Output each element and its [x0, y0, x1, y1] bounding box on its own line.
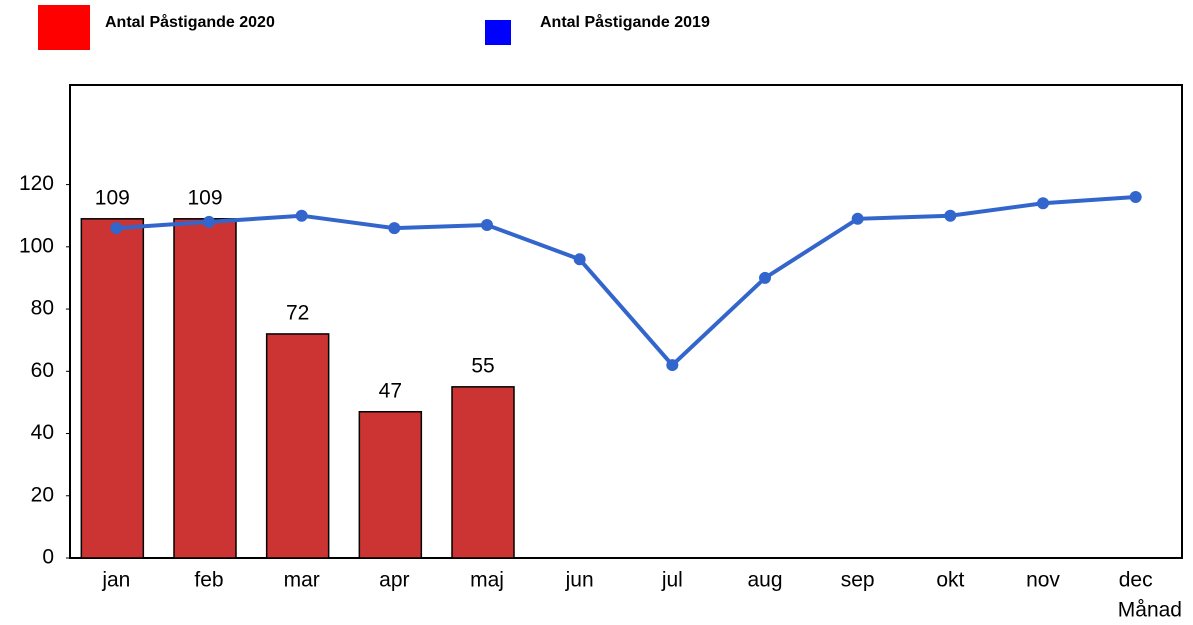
y-tick-label: 100 — [19, 234, 54, 257]
bar — [265, 333, 330, 559]
bar-value-label: 109 — [95, 186, 130, 209]
line-point — [851, 212, 864, 225]
plot-frame — [69, 84, 1183, 559]
y-tick-label: 60 — [31, 359, 54, 382]
x-axis-label: Månad — [1118, 599, 1182, 622]
x-tick-label: jan — [101, 569, 130, 592]
legend-label: Antal Påstigande 2020 — [105, 13, 275, 31]
line-point — [203, 215, 215, 228]
bar — [173, 218, 237, 559]
line-point — [1037, 197, 1049, 210]
x-tick-label: jul — [661, 569, 683, 592]
line-point — [666, 359, 679, 372]
x-tick-label: aug — [747, 569, 782, 592]
x-tick-label: nov — [1026, 569, 1060, 592]
line-point — [944, 209, 957, 222]
y-tick-label: 20 — [31, 483, 54, 506]
line — [116, 195, 1136, 368]
line-point — [573, 253, 586, 266]
bar — [451, 386, 515, 559]
line-point — [1129, 191, 1142, 204]
x-tick-label: dec — [1119, 569, 1153, 592]
x-tick-label: apr — [379, 569, 409, 592]
y-tick-label: 120 — [19, 172, 54, 195]
y-tick-label: 80 — [31, 297, 54, 320]
bar-value-label: 47 — [379, 379, 402, 402]
x-tick-label: maj — [470, 569, 504, 592]
bar — [358, 410, 423, 559]
y-tick-label: 0 — [42, 546, 54, 569]
line-point — [110, 222, 123, 235]
bar — [80, 218, 145, 559]
x-tick-label: feb — [194, 569, 223, 592]
line-point — [388, 222, 401, 235]
x-tick-label: okt — [936, 569, 964, 592]
legend-label: Antal Påstigande 2019 — [540, 13, 710, 31]
x-tick-label: sep — [841, 569, 875, 592]
x-tick-label: mar — [284, 569, 320, 592]
bar-value-label: 109 — [187, 186, 222, 209]
bar-value-label: 55 — [471, 354, 494, 377]
legend-swatch — [485, 20, 511, 45]
line-point — [481, 219, 493, 232]
x-tick-label: jun — [565, 569, 594, 592]
bar-value-label: 72 — [286, 301, 309, 324]
y-tick-label: 40 — [31, 421, 54, 444]
line-point — [759, 271, 771, 284]
line-point — [295, 209, 308, 222]
legend-swatch — [38, 5, 90, 50]
